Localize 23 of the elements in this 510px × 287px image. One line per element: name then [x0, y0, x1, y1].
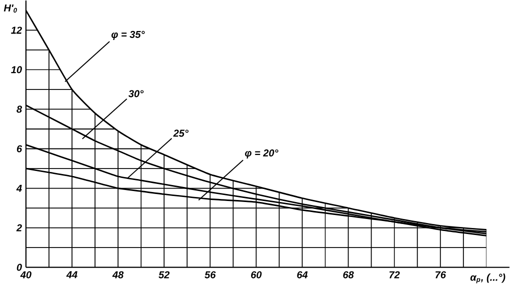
y-tick-label: 0 [16, 264, 22, 271]
x-tick-label: 72 [389, 271, 400, 278]
x-tick-label: 56 [204, 271, 216, 278]
x-tick-label: 48 [112, 271, 124, 278]
x-tick-label: 76 [436, 271, 446, 278]
y-tick-label: 8 [16, 106, 22, 113]
annotation: 25° [173, 130, 189, 137]
x-tick-label: 68 [343, 271, 354, 278]
annotation: 30° [128, 90, 144, 98]
x-axis-title: α$_{р}$, (...°) [470, 274, 506, 284]
x-tick-label: 40 [20, 271, 32, 278]
y-tick-label: 12 [11, 26, 22, 34]
x-tick-label: 60 [251, 271, 262, 278]
y-tick-label: 10 [11, 66, 22, 74]
y-tick-label: 2 [16, 224, 22, 232]
annotation: φ = 20° [245, 149, 278, 159]
y-axis-title: H'$_{0}$ [4, 4, 17, 13]
x-tick-label: 44 [66, 271, 78, 278]
y-tick-label: 4 [16, 184, 22, 192]
y-tick-label: 6 [16, 145, 22, 152]
x-tick-label: 64 [297, 271, 308, 278]
x-tick-label: 52 [158, 271, 170, 278]
annotation: φ = 35° [111, 30, 145, 40]
